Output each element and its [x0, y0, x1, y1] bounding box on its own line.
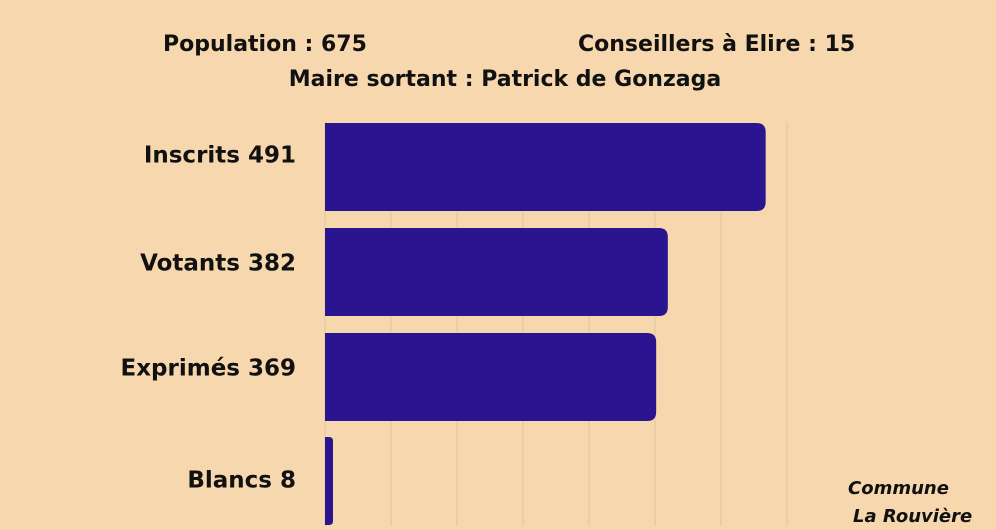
bar-1 — [325, 123, 766, 211]
bar-3 — [325, 333, 657, 421]
category-label: Exprimés 369 — [120, 356, 296, 382]
population-heading: Population : 675 — [163, 32, 367, 57]
bar-4 — [325, 437, 333, 525]
category-label: Inscrits 491 — [144, 143, 296, 169]
commune-name: La Rouvière — [853, 506, 973, 527]
bar-2 — [325, 228, 668, 316]
commune-label: Commune — [848, 478, 949, 499]
conseillers-heading: Conseillers à Elire : 15 — [578, 32, 856, 57]
category-label: Blancs 8 — [187, 468, 296, 494]
category-label: Votants 382 — [140, 251, 296, 277]
maire-heading: Maire sortant : Patrick de Gonzaga — [288, 67, 722, 92]
